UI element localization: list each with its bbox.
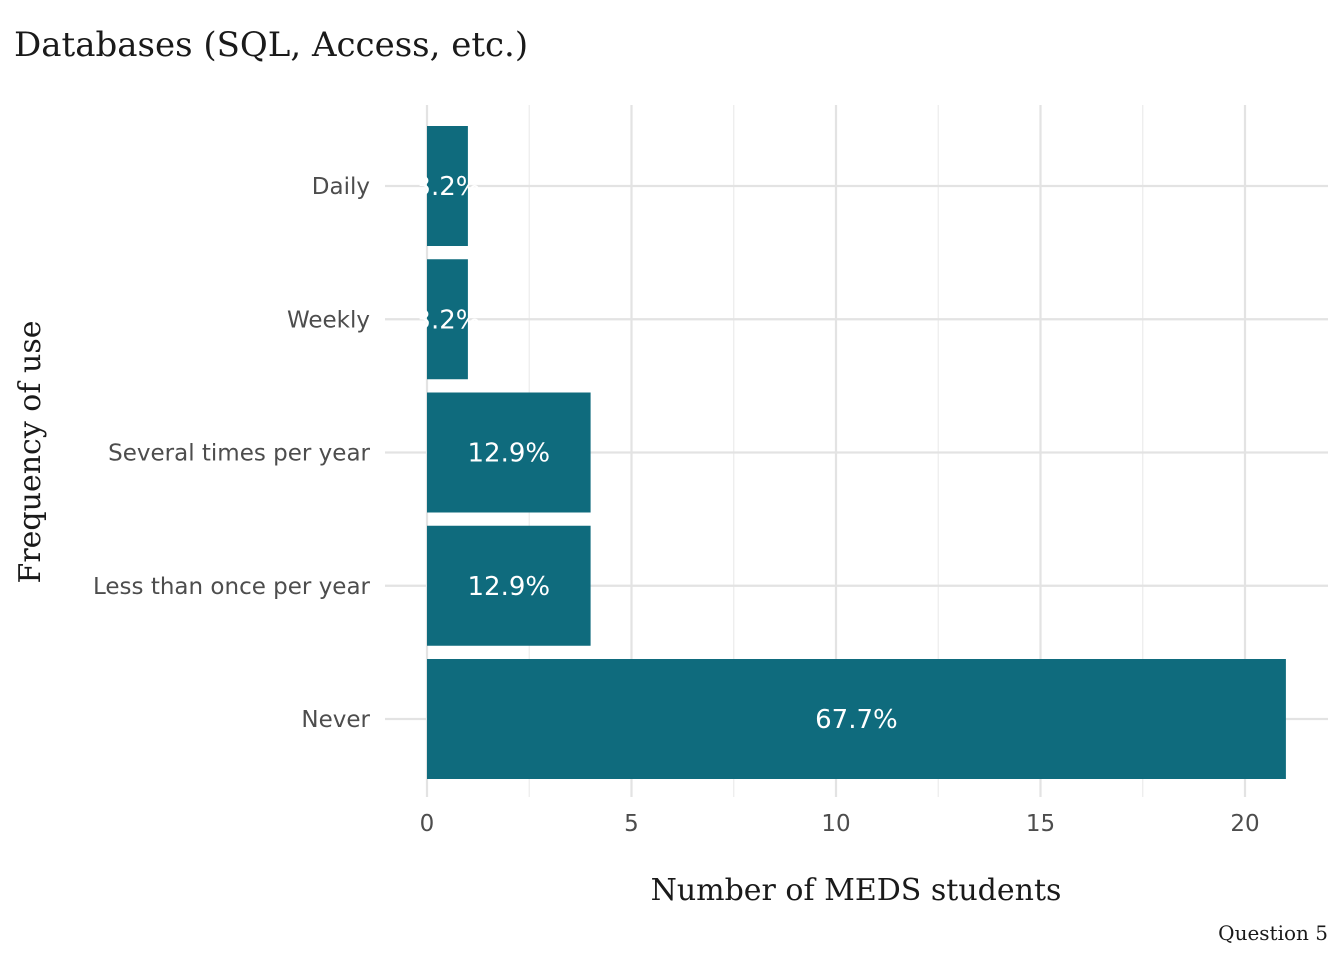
chart-title: Databases (SQL, Access, etc.) (14, 25, 528, 65)
y-axis-title: Frequency of use (13, 321, 48, 584)
y-tick-label: Daily (312, 174, 370, 200)
x-tick-label: 20 (1230, 811, 1259, 837)
x-axis-ticks: 0 5 10 15 20 (420, 811, 1260, 837)
bars: 3.2% 3.2% 12.9% 12.9% 67.7% (414, 126, 1286, 779)
bar-label: 3.2% (414, 172, 480, 202)
x-tick-label: 0 (420, 811, 435, 837)
bar (427, 659, 1286, 779)
bar-label: 12.9% (467, 439, 550, 469)
bar-label: 67.7% (815, 705, 898, 735)
y-tick-label: Less than once per year (93, 574, 371, 600)
bar (427, 525, 591, 646)
y-tick-label: Never (301, 707, 370, 733)
bar-label: 12.9% (467, 572, 550, 602)
x-tick-label: 10 (821, 811, 850, 837)
x-axis-title: Number of MEDS students (651, 873, 1062, 908)
y-tick-label: Several times per year (108, 441, 370, 467)
caption: Question 5 (1218, 921, 1328, 945)
x-tick-label: 15 (1026, 811, 1055, 837)
x-tick-label: 5 (624, 811, 639, 837)
bar-label: 3.2% (414, 305, 480, 335)
y-axis-ticks: Daily Weekly Several times per year Less th… (93, 174, 371, 733)
bar (427, 126, 468, 246)
bar (427, 392, 591, 513)
bar (427, 259, 468, 380)
y-tick-label: Weekly (287, 307, 370, 333)
